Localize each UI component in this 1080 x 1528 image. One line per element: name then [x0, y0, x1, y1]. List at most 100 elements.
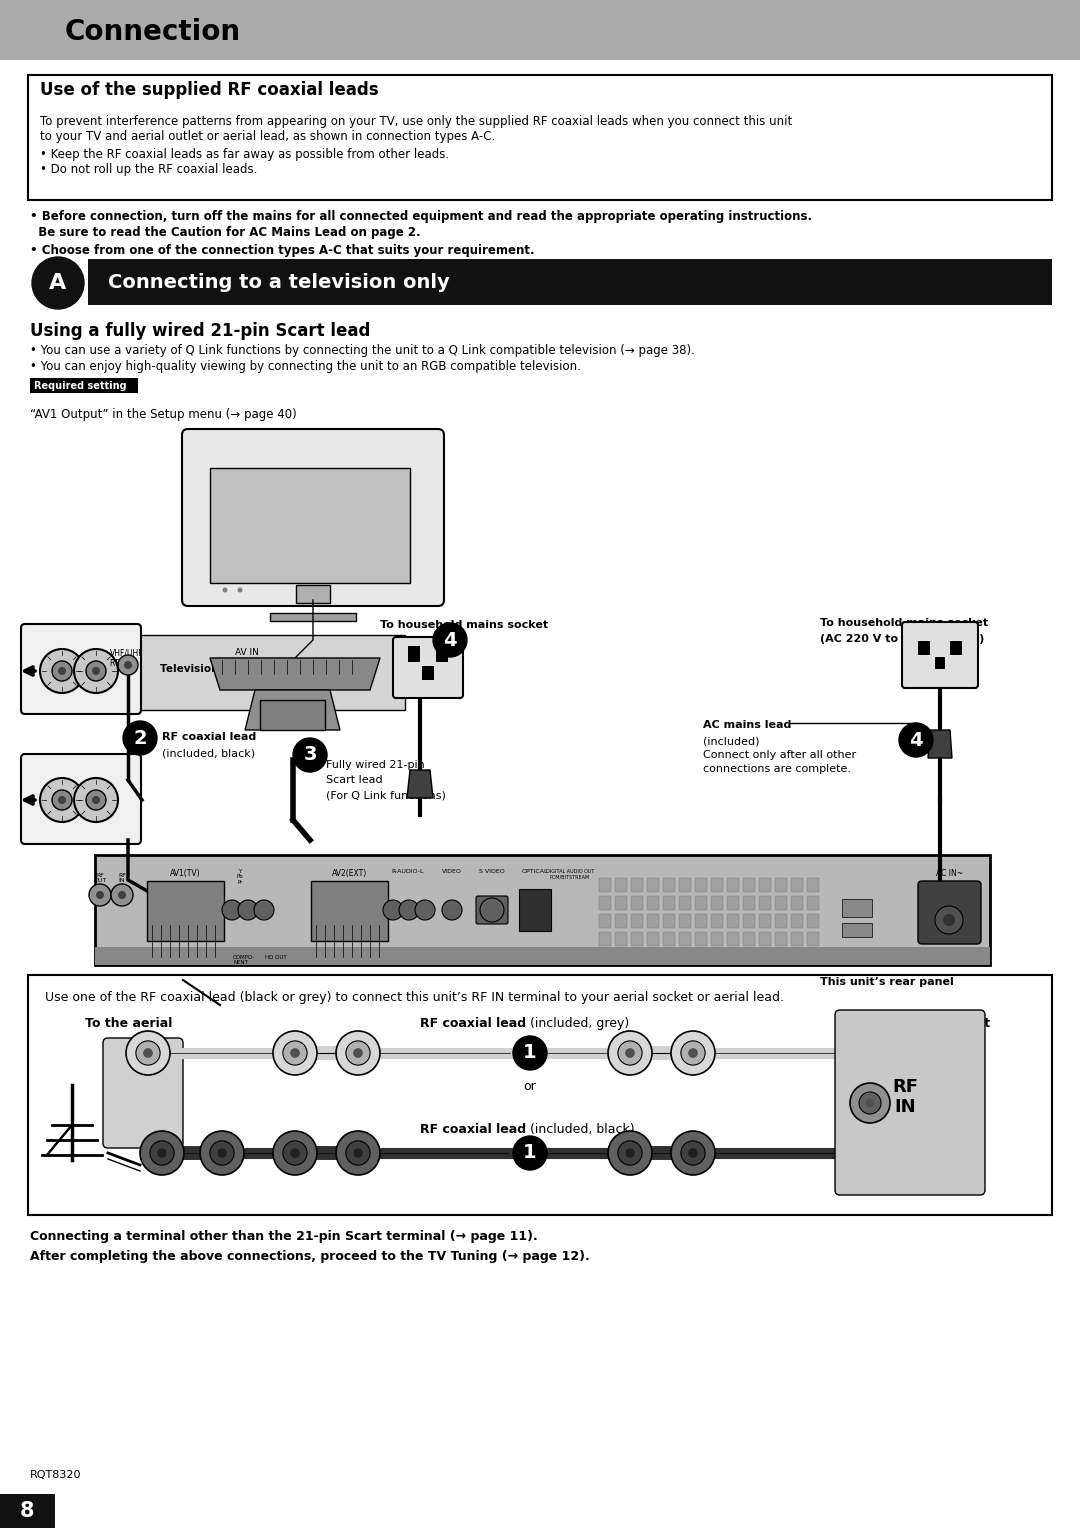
- FancyBboxPatch shape: [615, 879, 627, 892]
- Circle shape: [136, 1041, 160, 1065]
- Circle shape: [291, 1048, 300, 1057]
- FancyBboxPatch shape: [647, 932, 659, 946]
- Text: • Do not roll up the RF coaxial leads.: • Do not roll up the RF coaxial leads.: [40, 163, 257, 176]
- Bar: [422, 666, 434, 680]
- Circle shape: [118, 656, 138, 675]
- Circle shape: [433, 623, 467, 657]
- FancyBboxPatch shape: [835, 1010, 985, 1195]
- Bar: [260, 700, 325, 730]
- Text: A: A: [50, 274, 67, 293]
- Circle shape: [118, 891, 126, 898]
- Bar: [950, 642, 962, 656]
- Circle shape: [254, 900, 274, 920]
- Bar: [296, 585, 330, 604]
- FancyBboxPatch shape: [743, 895, 755, 911]
- FancyBboxPatch shape: [679, 932, 691, 946]
- Polygon shape: [245, 691, 340, 730]
- Circle shape: [399, 900, 419, 920]
- FancyBboxPatch shape: [775, 879, 787, 892]
- FancyBboxPatch shape: [631, 932, 643, 946]
- Circle shape: [123, 721, 157, 755]
- Text: After completing the above connections, proceed to the TV Tuning (→ page 12).: After completing the above connections, …: [30, 1250, 590, 1264]
- Circle shape: [89, 885, 111, 906]
- FancyBboxPatch shape: [679, 879, 691, 892]
- Text: AV2(EXT): AV2(EXT): [333, 869, 367, 879]
- Text: Television’s rear panel: Television’s rear panel: [160, 665, 293, 674]
- FancyBboxPatch shape: [679, 895, 691, 911]
- Circle shape: [943, 914, 955, 926]
- Text: RQT8320: RQT8320: [30, 1470, 81, 1481]
- Text: RF coaxial lead: RF coaxial lead: [419, 1123, 530, 1135]
- Circle shape: [688, 1048, 698, 1057]
- Text: Connecting to a television only: Connecting to a television only: [108, 272, 449, 292]
- Circle shape: [92, 796, 100, 804]
- Bar: [28, 75, 1052, 200]
- FancyBboxPatch shape: [696, 879, 707, 892]
- Text: (included): (included): [703, 736, 759, 746]
- FancyBboxPatch shape: [902, 622, 978, 688]
- Circle shape: [671, 1131, 715, 1175]
- FancyBboxPatch shape: [807, 895, 819, 911]
- Text: 4: 4: [443, 631, 457, 649]
- Text: (included, black): (included, black): [530, 1123, 635, 1135]
- Circle shape: [40, 778, 84, 822]
- Text: RF
IN: RF IN: [118, 872, 126, 883]
- Polygon shape: [928, 730, 951, 758]
- Text: connections are complete.: connections are complete.: [703, 764, 851, 775]
- FancyBboxPatch shape: [599, 932, 611, 946]
- Text: AC IN~: AC IN~: [936, 869, 963, 879]
- Text: 8: 8: [19, 1500, 35, 1520]
- FancyBboxPatch shape: [615, 932, 627, 946]
- Text: VHF/UHF
RF IN: VHF/UHF RF IN: [110, 648, 144, 668]
- Text: • You can enjoy high-quality viewing by connecting the unit to an RGB compatible: • You can enjoy high-quality viewing by …: [30, 361, 581, 373]
- Text: Fully wired 21-pin: Fully wired 21-pin: [326, 759, 424, 770]
- Text: Connect only after all other: Connect only after all other: [703, 750, 856, 759]
- Text: S VIDEO: S VIDEO: [480, 869, 504, 874]
- FancyBboxPatch shape: [791, 914, 804, 927]
- Text: (For Q Link functions): (For Q Link functions): [326, 790, 446, 801]
- Text: RF
IN: RF IN: [892, 1079, 918, 1115]
- FancyBboxPatch shape: [727, 895, 739, 911]
- FancyBboxPatch shape: [147, 882, 224, 941]
- Bar: [30, 377, 138, 393]
- FancyBboxPatch shape: [807, 932, 819, 946]
- Circle shape: [899, 723, 933, 756]
- FancyBboxPatch shape: [807, 914, 819, 927]
- Text: COMPO-
NENT: COMPO- NENT: [233, 955, 255, 966]
- Circle shape: [217, 1148, 227, 1158]
- FancyBboxPatch shape: [711, 895, 723, 911]
- Circle shape: [353, 1148, 363, 1158]
- Text: VIDEO: VIDEO: [442, 869, 462, 874]
- FancyBboxPatch shape: [775, 932, 787, 946]
- FancyBboxPatch shape: [663, 932, 675, 946]
- FancyBboxPatch shape: [631, 914, 643, 927]
- Circle shape: [415, 900, 435, 920]
- Bar: [918, 642, 930, 656]
- Bar: [28, 975, 1052, 1215]
- Circle shape: [75, 649, 118, 694]
- Polygon shape: [210, 659, 380, 691]
- Text: Be sure to read the Caution for AC Mains Lead on page 2.: Be sure to read the Caution for AC Mains…: [30, 226, 420, 238]
- FancyBboxPatch shape: [759, 914, 771, 927]
- FancyBboxPatch shape: [311, 882, 388, 941]
- Text: • Keep the RF coaxial leads as far away as possible from other leads.: • Keep the RF coaxial leads as far away …: [40, 148, 449, 160]
- Text: (included, black): (included, black): [162, 749, 255, 758]
- Circle shape: [111, 885, 133, 906]
- Text: AV1(TV): AV1(TV): [170, 869, 200, 879]
- FancyBboxPatch shape: [743, 914, 755, 927]
- Text: • Before connection, turn off the mains for all connected equipment and read the: • Before connection, turn off the mains …: [30, 209, 812, 223]
- Circle shape: [52, 662, 72, 681]
- Circle shape: [293, 738, 327, 772]
- Bar: [95, 947, 990, 966]
- Text: “AV1 Output” in the Setup menu (→ page 40): “AV1 Output” in the Setup menu (→ page 4…: [30, 408, 297, 422]
- FancyBboxPatch shape: [807, 879, 819, 892]
- FancyBboxPatch shape: [727, 879, 739, 892]
- FancyBboxPatch shape: [791, 932, 804, 946]
- Text: • Choose from one of the connection types A-C that suits your requirement.: • Choose from one of the connection type…: [30, 244, 535, 257]
- Circle shape: [238, 587, 243, 593]
- FancyBboxPatch shape: [663, 895, 675, 911]
- Text: DIGITAL AUDIO OUT
PCM/BITSTREAM: DIGITAL AUDIO OUT PCM/BITSTREAM: [545, 869, 594, 880]
- Text: RF coaxial lead: RF coaxial lead: [419, 1018, 530, 1030]
- FancyBboxPatch shape: [775, 895, 787, 911]
- Text: to your TV and aerial outlet or aerial lead, as shown in connection types A-C.: to your TV and aerial outlet or aerial l…: [40, 130, 496, 144]
